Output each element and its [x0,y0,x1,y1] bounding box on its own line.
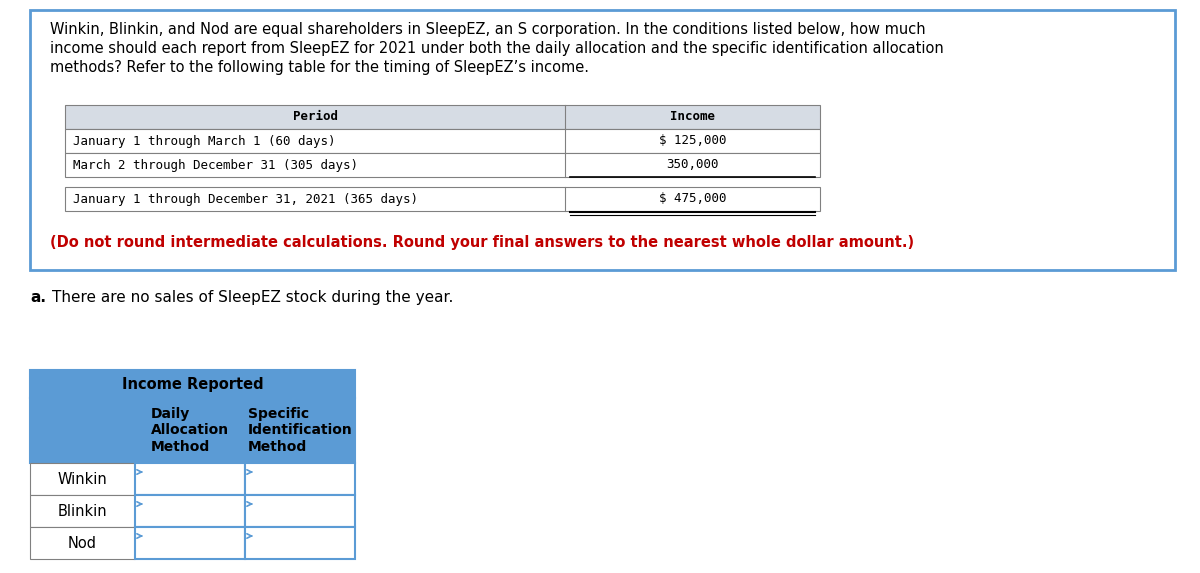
Text: (Do not round intermediate calculations. Round your final answers to the nearest: (Do not round intermediate calculations.… [50,235,914,250]
Text: Period: Period [293,111,337,124]
Bar [65,105,820,129]
Bar [245,527,355,559]
Text: methods? Refer to the following table for the timing of SleepEZ’s income.: methods? Refer to the following table fo… [50,60,589,75]
Text: Income Reported: Income Reported [121,376,263,391]
Bar [245,398,355,463]
Text: Winkin: Winkin [58,472,107,486]
Bar [30,398,134,463]
Bar [30,495,134,527]
Text: 350,000: 350,000 [666,159,719,171]
Bar [30,463,134,495]
Text: March 2 through December 31 (305 days): March 2 through December 31 (305 days) [73,159,358,171]
Text: $ 475,000: $ 475,000 [659,193,726,206]
Text: Winkin, Blinkin, and Nod are equal shareholders in SleepEZ, an S corporation. In: Winkin, Blinkin, and Nod are equal share… [50,22,925,37]
Text: January 1 through March 1 (60 days): January 1 through March 1 (60 days) [73,135,336,147]
Bar [134,495,245,527]
Bar [65,129,820,153]
Text: income should each report from SleepEZ for 2021 under both the daily allocation : income should each report from SleepEZ f… [50,41,943,56]
Bar [30,10,1175,270]
Bar [30,527,134,559]
Text: Specific
Identification
Method: Specific Identification Method [247,407,353,454]
Text: Nod: Nod [68,536,97,551]
Text: $ 125,000: $ 125,000 [659,135,726,147]
Bar [30,370,355,398]
Bar [65,153,820,177]
Text: There are no sales of SleepEZ stock during the year.: There are no sales of SleepEZ stock duri… [52,290,454,305]
Text: Income: Income [670,111,715,124]
Text: Daily
Allocation
Method: Daily Allocation Method [151,407,229,454]
Text: January 1 through December 31, 2021 (365 days): January 1 through December 31, 2021 (365… [73,193,418,206]
Bar [134,398,245,463]
Text: a.: a. [30,290,46,305]
Bar [245,463,355,495]
Bar [245,495,355,527]
Bar [134,527,245,559]
Bar [65,187,820,211]
Bar [134,463,245,495]
Text: Blinkin: Blinkin [58,504,107,519]
